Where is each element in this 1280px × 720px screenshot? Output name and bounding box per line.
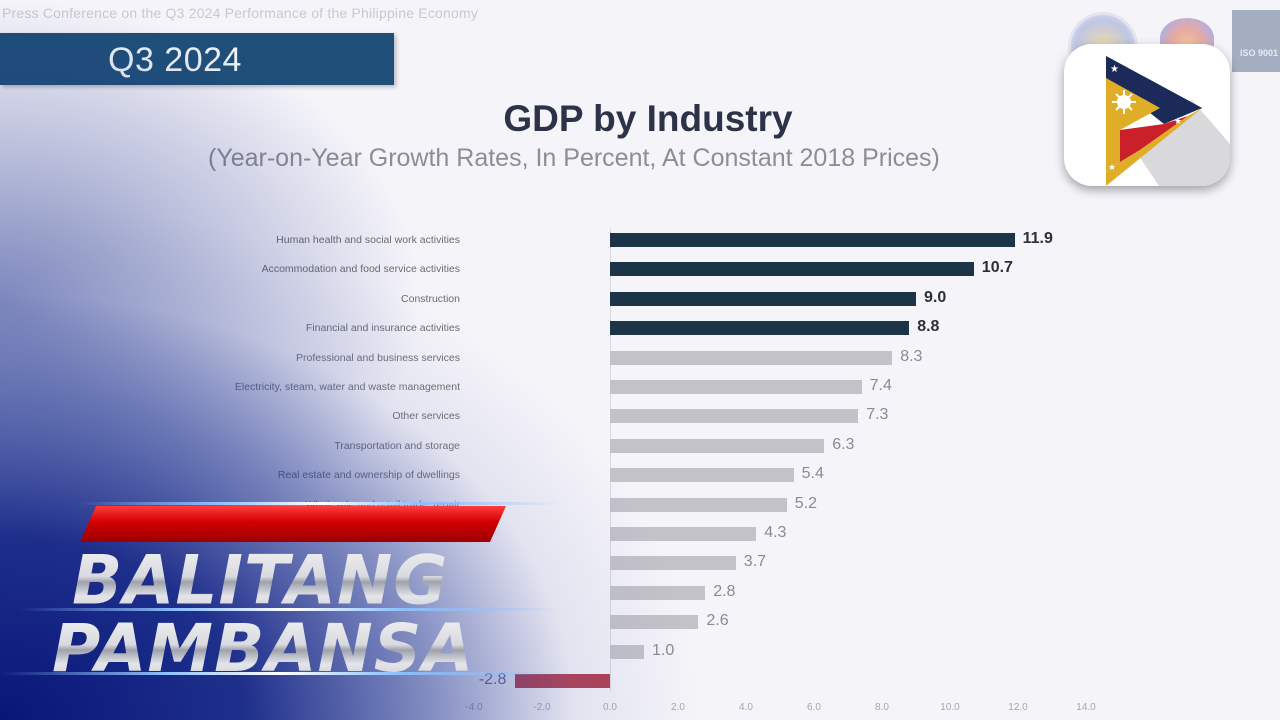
highlighted-bar	[610, 262, 974, 277]
x-axis-tick: 4.0	[739, 702, 753, 713]
x-axis-tick: 14.0	[1076, 702, 1096, 713]
bar	[610, 585, 706, 600]
category-label: Human health and social work activities	[276, 234, 460, 246]
category-label: Transportation and storage	[334, 439, 460, 452]
bar	[610, 556, 736, 571]
bar	[610, 527, 757, 541]
category-label: Accommodation and food service activitie…	[261, 263, 460, 276]
bar	[610, 350, 893, 365]
logo-word-balitang: BALITANG	[72, 541, 449, 620]
highlighted-bar	[610, 291, 916, 306]
glow-line-middle	[20, 608, 560, 611]
pbs-play-flag-icon: ★ ★ ★	[1106, 56, 1230, 186]
value-label: 6.3	[832, 435, 855, 453]
logo-red-band	[79, 506, 507, 542]
x-axis-tick: 2.0	[671, 702, 685, 713]
value-label: 10.7	[981, 259, 1013, 277]
value-label: 2.6	[706, 612, 729, 630]
value-label: 5.2	[794, 494, 818, 512]
value-label: 4.3	[764, 524, 787, 541]
bar	[610, 615, 699, 630]
svg-text:★: ★	[1174, 116, 1182, 126]
svg-text:★: ★	[1110, 64, 1119, 75]
value-label: 1.0	[652, 641, 675, 659]
bar	[610, 644, 644, 659]
x-axis-tick: 0.0	[603, 702, 617, 713]
category-label: Construction	[401, 292, 460, 305]
bar	[610, 380, 862, 394]
x-axis-tick: 6.0	[807, 702, 821, 713]
value-label: 11.9	[1022, 230, 1053, 247]
bar	[610, 438, 825, 453]
glow-line-bottom	[0, 672, 560, 675]
highlighted-bar	[610, 321, 910, 336]
value-label: 2.8	[713, 582, 736, 600]
value-label: 9.0	[924, 288, 947, 306]
value-label: 7.3	[866, 406, 889, 424]
app-icon: ★ ★ ★	[1064, 44, 1230, 186]
bar	[610, 497, 787, 512]
value-label: 7.4	[869, 377, 892, 394]
bar	[610, 468, 794, 483]
value-label: 5.4	[801, 465, 824, 483]
highlighted-bar	[610, 233, 1015, 247]
category-label: Real estate and ownership of dwellings	[277, 469, 460, 482]
glow-line-top	[80, 502, 560, 505]
logo-word-pambansa: PAMBANSA	[52, 610, 475, 687]
svg-text:★: ★	[1108, 162, 1116, 172]
x-axis-tick: 12.0	[1008, 702, 1028, 713]
category-label: Financial and insurance activities	[305, 322, 460, 335]
x-axis-tick: 10.0	[940, 702, 960, 713]
category-label: Professional and business services	[295, 351, 460, 364]
category-label: Electricity, steam, water and waste mana…	[234, 381, 460, 393]
category-label: Other services	[392, 410, 460, 423]
value-label: 8.3	[900, 347, 923, 365]
value-label: 8.8	[917, 318, 940, 336]
value-label: 3.7	[743, 553, 767, 571]
x-axis-tick: 8.0	[875, 702, 889, 713]
balitang-pambansa-logo: BALITANG PAMBANSA	[0, 490, 560, 720]
bar	[610, 409, 859, 424]
